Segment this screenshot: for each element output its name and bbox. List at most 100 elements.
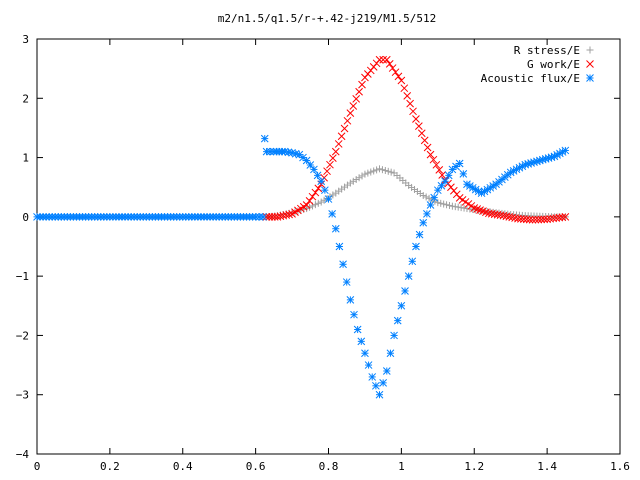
data-point — [337, 132, 346, 141]
data-point — [586, 46, 594, 54]
data-point — [521, 160, 530, 169]
data-point — [339, 260, 347, 269]
data-point — [385, 60, 394, 68]
data-point — [329, 154, 337, 163]
data-point — [438, 171, 447, 179]
data-point — [419, 192, 427, 200]
data-point — [251, 213, 260, 221]
data-point — [375, 55, 384, 64]
data-point — [508, 213, 516, 222]
data-point — [502, 212, 511, 221]
data-point — [353, 325, 362, 334]
data-point — [419, 218, 428, 227]
data-point — [381, 166, 389, 174]
legend-label: Acoustic flux/E — [481, 72, 580, 85]
data-point — [368, 373, 377, 381]
data-point — [314, 184, 323, 193]
data-point — [349, 177, 357, 185]
y-tick-label: 3 — [22, 33, 29, 46]
data-point — [355, 174, 363, 182]
data-point — [364, 361, 373, 369]
data-point — [432, 160, 441, 169]
data-point — [343, 116, 352, 125]
data-point — [376, 165, 384, 173]
data-point — [420, 136, 429, 145]
data-point — [328, 210, 336, 218]
data-point — [525, 215, 534, 224]
data-point — [429, 155, 438, 164]
data-point — [455, 159, 464, 168]
data-point — [437, 181, 446, 190]
data-point — [340, 124, 349, 133]
data-point — [463, 180, 471, 189]
data-point — [480, 187, 489, 196]
data-point — [422, 193, 430, 201]
data-point — [308, 192, 317, 201]
data-point — [505, 213, 514, 221]
data-point — [346, 179, 354, 187]
data-point — [426, 150, 435, 159]
data-point — [346, 109, 355, 117]
data-point — [361, 170, 369, 178]
data-point — [352, 95, 361, 103]
data-point — [370, 167, 378, 175]
data-point — [401, 287, 409, 295]
data-point — [417, 129, 426, 138]
data-point — [537, 215, 546, 224]
data-point — [357, 337, 366, 346]
data-point — [459, 170, 468, 178]
data-point — [382, 55, 391, 64]
data-point — [314, 199, 322, 207]
x-tick-label: 0.4 — [173, 460, 193, 473]
x-tick-label: 1.4 — [537, 460, 557, 473]
data-point — [329, 191, 337, 199]
data-point — [310, 165, 318, 174]
data-point — [285, 210, 294, 219]
y-tick-label: −4 — [16, 448, 30, 461]
y-tick-label: 2 — [22, 92, 29, 105]
data-point — [444, 171, 453, 180]
y-tick-label: 0 — [22, 211, 29, 224]
data-point — [364, 169, 372, 177]
y-tick-label: −2 — [16, 329, 29, 342]
data-point — [302, 201, 311, 209]
data-point — [561, 213, 570, 221]
data-point — [423, 210, 431, 218]
chart-title: m2/n1.5/q1.5/r-+.42-j219/M1.5/512 — [218, 12, 437, 25]
data-point — [259, 213, 267, 221]
data-point — [415, 122, 423, 131]
data-point — [586, 74, 594, 82]
data-point — [534, 215, 543, 224]
data-point — [375, 390, 384, 399]
data-point — [342, 278, 351, 286]
data-point — [384, 167, 392, 175]
axis-ticks: 0 0.2 0.4 0.6 0.8 1 1.2 1.4 1.6 3 2 1 0 −1 −2 −3 −4 — [16, 33, 630, 473]
data-point — [540, 215, 549, 224]
data-point — [317, 177, 326, 186]
data-point — [409, 107, 417, 116]
data-point — [311, 201, 319, 209]
x-tick-label: 0.2 — [100, 460, 120, 473]
data-point — [379, 55, 388, 64]
data-point — [358, 80, 366, 89]
y-tick-label: −1 — [16, 270, 29, 283]
data-point — [323, 167, 331, 176]
data-point — [305, 196, 314, 205]
data-point — [311, 188, 320, 197]
data-point — [443, 201, 451, 209]
data-point — [279, 211, 288, 220]
data-point — [558, 213, 567, 222]
data-point — [273, 213, 282, 221]
data-point — [331, 224, 340, 233]
data-point — [404, 272, 413, 280]
data-point — [352, 176, 360, 184]
plot-frame — [36, 38, 621, 455]
data-point — [531, 215, 540, 224]
data-point — [387, 168, 395, 176]
data-point — [412, 242, 420, 251]
data-point — [303, 205, 311, 213]
data-point — [331, 147, 340, 156]
data-point — [326, 160, 334, 169]
data-point — [445, 201, 453, 209]
